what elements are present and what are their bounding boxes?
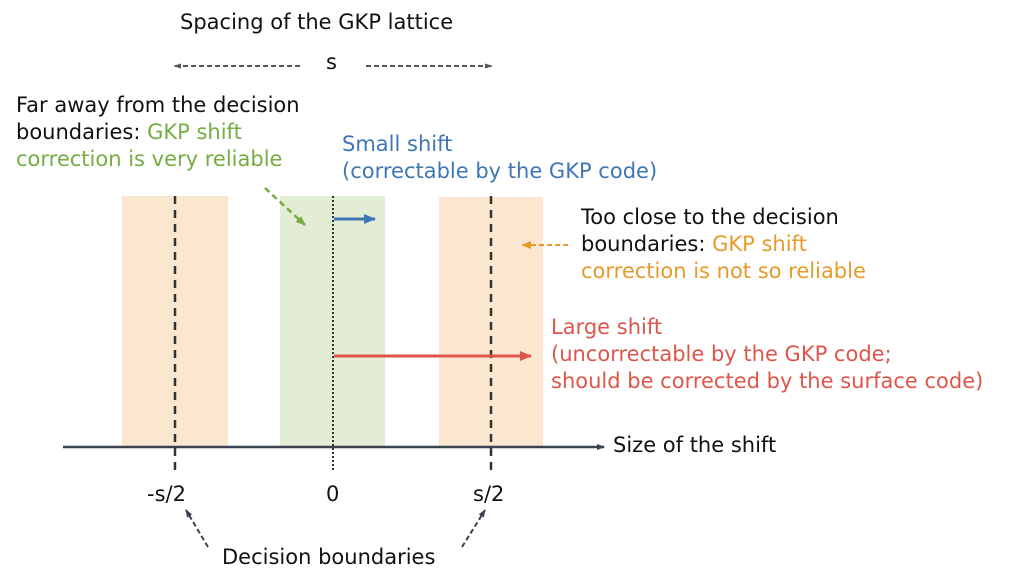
- small-shift-line1: Small shift: [342, 132, 453, 156]
- too-close-line3: correction is not so reliable: [581, 259, 866, 283]
- small-shift-line2: (correctable by the GKP code): [342, 159, 658, 183]
- far-away-line2: boundaries: GKP shift: [16, 119, 300, 146]
- reliable-pointer-arrow: [264, 187, 306, 226]
- far-away-line3: correction is very reliable: [16, 147, 283, 171]
- too-close-annotation: Too close to the decision boundaries: GK…: [581, 204, 866, 285]
- large-shift-annotation: Large shift (uncorrectable by the GKP co…: [551, 314, 983, 395]
- far-away-line1: Far away from the decision: [16, 93, 300, 117]
- small-shift-annotation: Small shift (correctable by the GKP code…: [342, 131, 657, 185]
- tick-label-neg-half-s: -s/2: [147, 482, 186, 506]
- axis-label: Size of the shift: [613, 433, 777, 457]
- large-shift-line3: should be corrected by the surface code): [551, 369, 984, 393]
- large-shift-line2: (uncorrectable by the GKP code;: [551, 342, 892, 366]
- decision-pointer-left: [185, 509, 209, 548]
- large-shift-line1: Large shift: [551, 315, 663, 339]
- far-away-line2-black: boundaries:: [16, 120, 141, 144]
- too-close-line2: boundaries: GKP shift: [581, 231, 866, 258]
- lattice-spacing-title: Spacing of the GKP lattice: [180, 10, 454, 34]
- far-away-line2-green: GKP shift: [147, 120, 242, 144]
- too-close-line1: Too close to the decision: [581, 205, 839, 229]
- too-close-line2-orange: GKP shift: [712, 232, 807, 256]
- spacing-symbol: s: [326, 50, 337, 74]
- far-away-annotation: Far away from the decision boundaries: G…: [16, 92, 300, 173]
- tick-label-zero: 0: [326, 482, 340, 506]
- too-close-line2-black: boundaries:: [581, 232, 706, 256]
- decision-boundaries-caption: Decision boundaries: [222, 545, 436, 569]
- decision-pointer-right: [461, 509, 486, 548]
- left-unreliable-band: [122, 196, 228, 446]
- tick-label-half-s: s/2: [473, 482, 505, 506]
